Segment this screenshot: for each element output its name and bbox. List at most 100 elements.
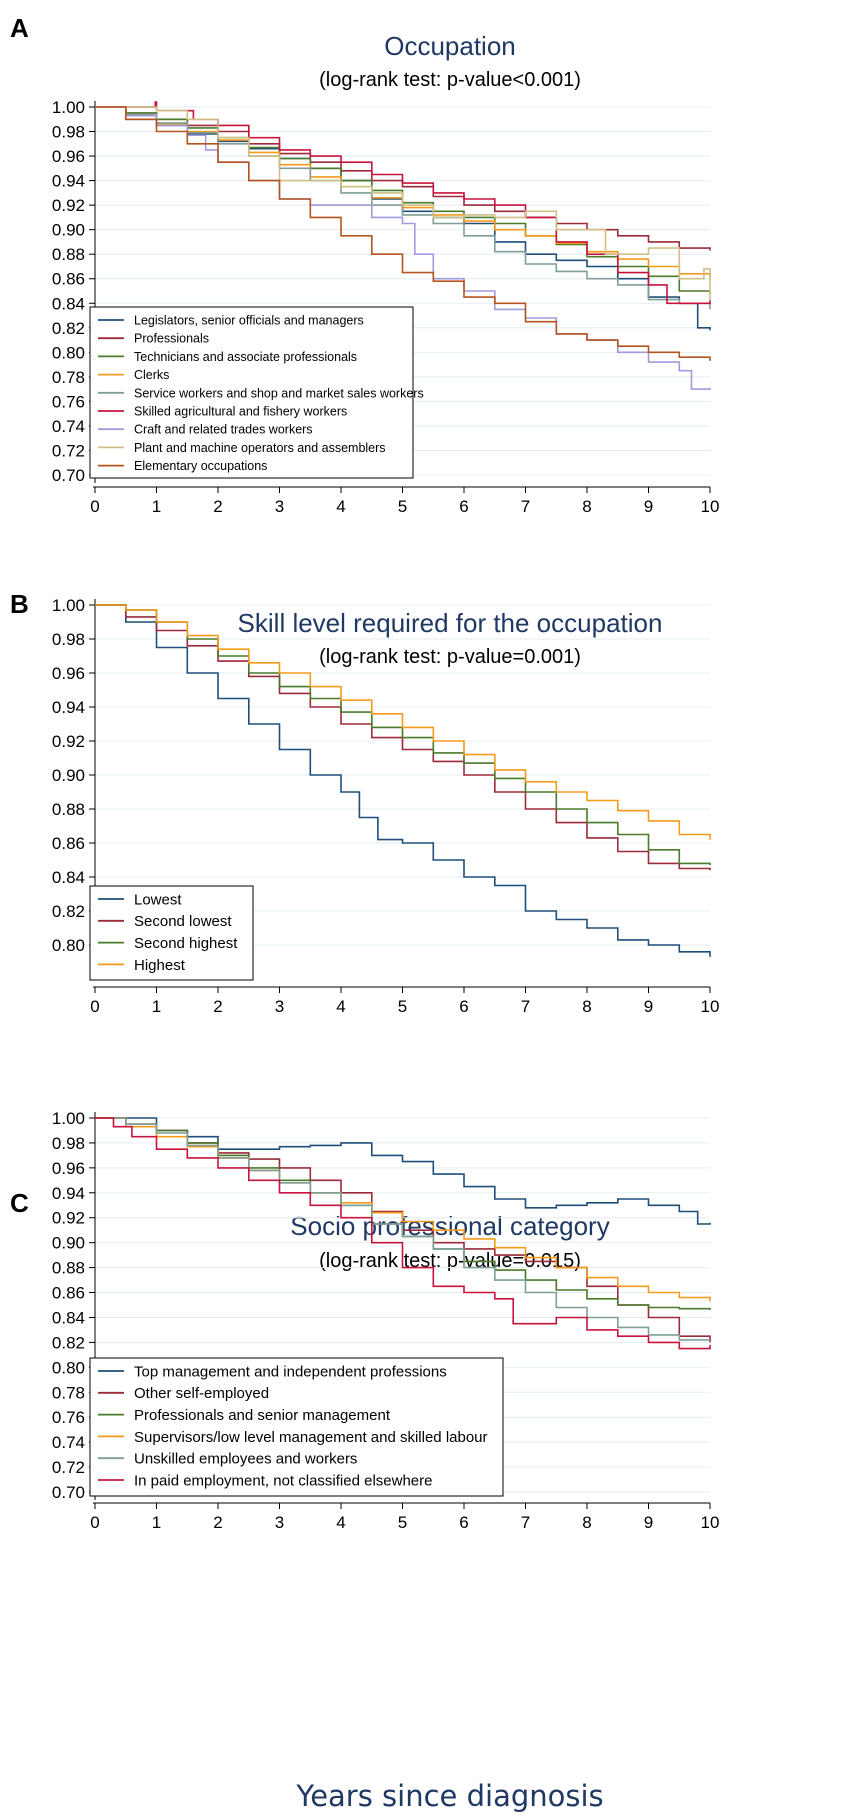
series-line-craft-and-related-trades-workers — [95, 106, 711, 390]
y-tick-label: 0.96 — [52, 664, 85, 683]
y-tick-label: 0.90 — [52, 1234, 85, 1253]
panel-b-title: Skill level required for the occupation — [238, 608, 663, 638]
series-line-elementary-occupations — [95, 106, 711, 361]
series-line-plant-and-machine-operators-and-assemblers — [95, 106, 711, 301]
panel-c-title: Socio professional category — [290, 1211, 609, 1241]
x-tick-label: 6 — [459, 497, 468, 516]
y-tick-label: 0.96 — [52, 1159, 85, 1178]
panel-c: C Socio professional category (log-rank … — [10, 1109, 719, 1532]
y-tick-label: 0.74 — [52, 417, 85, 436]
legend-label: Plant and machine operators and assemble… — [134, 441, 386, 455]
series-line-lowest — [95, 604, 711, 957]
x-tick-label: 8 — [582, 997, 591, 1016]
x-axis-label: Years since diagnosis — [295, 1779, 603, 1813]
y-tick-label: 0.72 — [52, 441, 85, 460]
x-tick-label: 0 — [90, 1513, 99, 1532]
y-tick-label: 0.94 — [52, 698, 85, 717]
x-tick-label: 9 — [644, 497, 653, 516]
panel-letter-c: C — [10, 1188, 29, 1218]
y-tick-label: 0.86 — [52, 1284, 85, 1303]
legend-label: Service workers and shop and market sale… — [134, 386, 424, 400]
y-tick-label: 0.94 — [52, 172, 85, 191]
y-tick-label: 0.94 — [52, 1184, 85, 1203]
x-tick-label: 8 — [582, 1513, 591, 1532]
legend-label: Clerks — [134, 368, 169, 382]
y-tick-label: 0.82 — [52, 1333, 85, 1352]
y-tick-label: 0.98 — [52, 630, 85, 649]
series-line-unskilled-employees-and-workers — [95, 1117, 710, 1341]
y-tick-label: 1.00 — [52, 1109, 85, 1128]
legend-label: Legislators, senior officials and manage… — [134, 314, 364, 328]
x-tick-label: 8 — [582, 497, 591, 516]
legend-label: Highest — [134, 957, 186, 974]
panel-b-subtitle: (log-rank test: p-value=0.001) — [319, 646, 581, 668]
legend-a — [89, 306, 414, 479]
y-tick-label: 0.84 — [52, 294, 85, 313]
y-tick-label: 0.80 — [52, 1358, 85, 1377]
legend-label: Technicians and associate professionals — [134, 350, 357, 364]
panel-a-subtitle: (log-rank test: p-value<0.001) — [319, 69, 581, 91]
legend-label: Craft and related trades workers — [134, 423, 313, 437]
legend-label: In paid employment, not classified elsew… — [134, 1472, 433, 1489]
x-tick-label: 10 — [701, 1513, 720, 1532]
x-tick-label: 10 — [701, 497, 720, 516]
y-tick-label: 0.88 — [52, 245, 85, 264]
y-tick-label: 1.00 — [52, 596, 85, 615]
x-tick-label: 4 — [336, 497, 345, 516]
x-tick-label: 1 — [152, 997, 161, 1016]
x-tick-label: 6 — [459, 997, 468, 1016]
x-tick-label: 6 — [459, 1513, 468, 1532]
x-tick-label: 2 — [213, 497, 222, 516]
series-line-professionals — [95, 106, 711, 251]
x-tick-label: 3 — [275, 497, 284, 516]
y-tick-label: 0.74 — [52, 1433, 85, 1452]
legend-label: Second lowest — [134, 913, 232, 930]
panel-b: B Skill level required for the occupatio… — [10, 589, 719, 1016]
series-line-highest — [95, 604, 711, 840]
x-tick-label: 0 — [90, 997, 99, 1016]
legend-label: Supervisors/low level management and ski… — [134, 1429, 488, 1446]
y-tick-label: 0.82 — [52, 902, 85, 921]
x-tick-label: 5 — [398, 1513, 407, 1532]
y-tick-label: 0.96 — [52, 147, 85, 166]
x-tick-label: 5 — [398, 997, 407, 1016]
legend-label: Unskilled employees and workers — [134, 1451, 357, 1468]
y-tick-label: 0.82 — [52, 319, 85, 338]
x-tick-label: 7 — [521, 497, 530, 516]
legend-label: Elementary occupations — [134, 459, 267, 473]
y-tick-label: 0.86 — [52, 270, 85, 289]
panel-a: A Occupation (log-rank test: p-value<0.0… — [10, 13, 719, 516]
y-tick-label: 0.76 — [52, 1408, 85, 1427]
y-tick-label: 1.00 — [52, 98, 85, 117]
x-tick-label: 1 — [152, 1513, 161, 1532]
y-tick-label: 0.88 — [52, 1259, 85, 1278]
legend-label: Top management and independent professio… — [134, 1363, 447, 1380]
y-tick-label: 0.92 — [52, 196, 85, 215]
y-tick-label: 0.86 — [52, 834, 85, 853]
y-tick-label: 0.70 — [52, 466, 85, 485]
y-tick-label: 0.70 — [52, 1483, 85, 1502]
legend-label: Second highest — [134, 935, 238, 952]
y-tick-label: 0.98 — [52, 123, 85, 142]
x-tick-label: 4 — [336, 997, 345, 1016]
x-tick-label: 0 — [90, 497, 99, 516]
x-tick-label: 3 — [275, 1513, 284, 1532]
y-tick-label: 0.80 — [52, 343, 85, 362]
x-tick-label: 4 — [336, 1513, 345, 1532]
x-tick-label: 2 — [213, 997, 222, 1016]
y-tick-label: 0.76 — [52, 392, 85, 411]
series-line-second-lowest — [95, 604, 711, 871]
legend-label: Other self-employed — [134, 1385, 269, 1402]
y-tick-label: 0.84 — [52, 1308, 85, 1327]
y-tick-label: 0.90 — [52, 221, 85, 240]
x-tick-label: 7 — [521, 1513, 530, 1532]
legend-c — [89, 1357, 504, 1497]
panel-letter-a: A — [10, 13, 29, 43]
x-tick-label: 5 — [398, 497, 407, 516]
x-tick-label: 9 — [644, 1513, 653, 1532]
y-tick-label: 0.98 — [52, 1134, 85, 1153]
x-tick-label: 9 — [644, 997, 653, 1016]
series-line-supervisors-low-level-management-and-skilled-labour — [95, 1117, 711, 1302]
legend-label: Professionals — [134, 332, 209, 346]
